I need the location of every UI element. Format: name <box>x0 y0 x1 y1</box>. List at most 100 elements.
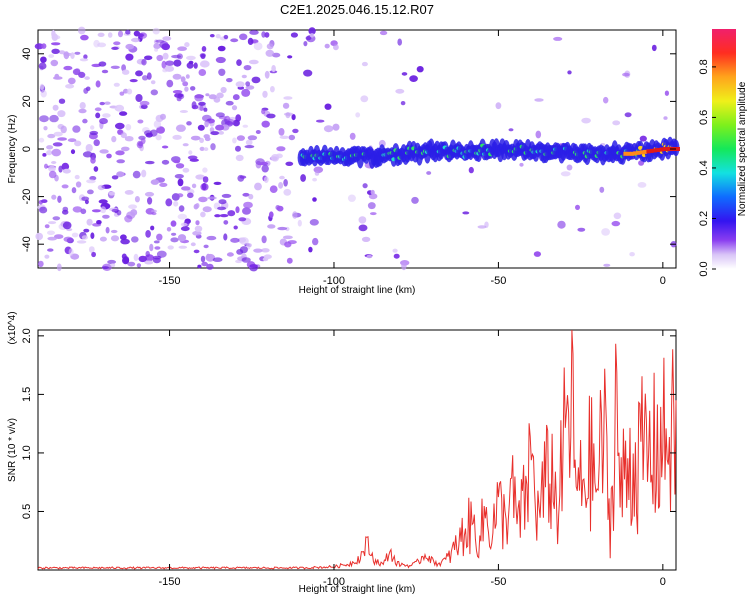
x-tick-label: -50 <box>490 275 506 287</box>
spectrogram-dot <box>54 73 60 80</box>
spectrogram-dot <box>52 104 59 111</box>
ridge-core <box>676 147 680 151</box>
spectrogram-dot <box>97 184 105 191</box>
spectrogram-dot <box>129 79 138 83</box>
spectrogram-dot <box>282 102 290 109</box>
spectrogram-dot <box>213 181 222 185</box>
spectrogram-dot <box>203 107 208 112</box>
spectrogram-dot <box>221 193 232 198</box>
y-tick-label: 1.5 <box>21 387 33 402</box>
spectrogram-dot <box>47 236 57 241</box>
spectrogram-dot <box>51 42 61 46</box>
spectrogram-dot <box>166 227 172 232</box>
spectrogram-dot <box>266 113 276 119</box>
spectrogram-dot <box>292 128 299 134</box>
spectrogram-dot <box>110 229 118 234</box>
spectrogram-dot <box>232 119 240 127</box>
spectrogram-dot <box>137 119 144 124</box>
spectrogram-dot <box>199 60 210 68</box>
spectrogram-dot <box>115 122 125 130</box>
spectrogram-dot <box>101 266 109 270</box>
spectrogram-dot <box>172 134 182 140</box>
spectrogram-dot <box>261 235 267 244</box>
spectrogram-dot <box>223 233 228 241</box>
spectrogram-dot <box>139 100 150 106</box>
spectrogram-dot <box>67 77 76 85</box>
colorbar: 0.0 0.2 0.4 0.6 0.8 Normalized spectral ampl… <box>698 29 748 277</box>
spectrogram-dot <box>93 166 99 172</box>
spectrogram-dot <box>312 197 317 202</box>
spectrogram-dot <box>468 166 474 174</box>
spectrogram-dot <box>180 76 186 83</box>
spectrogram-dot <box>74 51 81 55</box>
spectrogram-dot <box>144 55 153 61</box>
spectrogram-dot <box>88 246 95 253</box>
spectrogram-dot <box>247 243 252 247</box>
spectrogram-dot <box>144 191 155 197</box>
spectrogram-dot <box>43 126 48 131</box>
spectrogram-dot <box>361 236 371 242</box>
spectrogram-dot <box>133 253 139 261</box>
spectrogram-dot <box>57 110 66 118</box>
spectrogram-dot <box>40 89 47 98</box>
snr-y-multiplier: (x10^4) <box>7 311 18 344</box>
spectrogram-dot <box>137 33 144 38</box>
ridge-core <box>630 151 634 156</box>
spectrogram-dot <box>165 198 173 207</box>
spectrogram-dot <box>72 125 81 133</box>
spectrogram-dot <box>235 145 241 152</box>
spectrogram-dot <box>401 262 407 271</box>
spectrogram-dot <box>101 69 109 74</box>
spectrogram-dot <box>93 139 100 147</box>
spectrogram-dot <box>40 56 47 63</box>
spectrogram-dot <box>76 240 87 244</box>
spectrogram-dot <box>360 95 369 103</box>
spectrogram-dot <box>110 263 116 268</box>
spectrogram-dot <box>114 104 125 112</box>
spectrogram-dot <box>194 94 204 102</box>
spectrogram-dot <box>215 34 221 39</box>
spectrogram-dot <box>110 235 120 242</box>
spectrogram-dot <box>287 55 293 59</box>
spectrogram-dot <box>283 96 293 100</box>
spectrogram-dot <box>205 93 210 97</box>
spectrogram-dot <box>149 243 154 252</box>
spectrogram-dot <box>144 260 154 265</box>
spectrogram-dot <box>212 257 223 263</box>
ridge-core <box>662 147 667 151</box>
spectrogram-dot <box>324 43 330 49</box>
spectrogram-dot <box>201 46 207 52</box>
spectrogram-dot <box>197 124 205 131</box>
spectrogram-dot <box>581 117 591 124</box>
spectrogram-dot <box>218 199 227 205</box>
spectrogram-dot <box>177 234 187 242</box>
spectrogram-dot <box>91 209 102 213</box>
spectrogram-dot <box>264 70 270 79</box>
spectrogram-dot <box>160 113 166 120</box>
spectrogram-dot <box>242 207 251 215</box>
spectrogram-dot <box>70 52 75 59</box>
spectrogram-dot <box>269 185 278 193</box>
spectrogram-dot <box>219 214 229 218</box>
spectrogram-dot <box>367 202 376 210</box>
spectrogram-dot <box>182 167 190 173</box>
spectrogram-dot <box>557 220 566 229</box>
spectrogram-dot <box>120 238 130 245</box>
spectrogram-dot <box>230 38 239 43</box>
spectrogram-dot <box>567 70 572 75</box>
spectrogram-dot <box>156 250 167 258</box>
spectrogram-dot <box>535 130 542 139</box>
ridge-core <box>646 149 651 154</box>
spectrogram-dot <box>611 220 621 227</box>
spectrogram-dot <box>38 62 47 70</box>
spectrogram-dot <box>248 59 259 65</box>
spectrogram-dot <box>48 221 57 225</box>
x-tick-label: -150 <box>159 275 181 287</box>
spectrogram-dot <box>74 68 81 75</box>
spectrogram-dot <box>411 196 419 204</box>
spectrogram-dot <box>204 136 211 142</box>
spectrogram-dot <box>358 216 367 224</box>
spectrogram-dot <box>533 251 542 257</box>
spectrogram-dot <box>91 251 96 258</box>
spectrogram-dots <box>34 26 677 272</box>
